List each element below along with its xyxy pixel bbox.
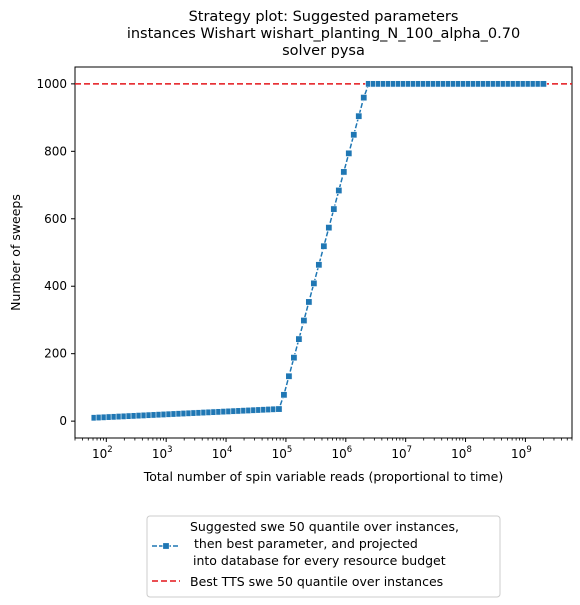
x-tick-label: 109 xyxy=(511,445,532,461)
plot-area xyxy=(74,66,573,439)
series-point xyxy=(310,279,318,287)
series-point xyxy=(340,168,348,176)
series-point xyxy=(360,94,368,102)
x-tick-label: 104 xyxy=(212,445,233,461)
series-point xyxy=(330,205,338,213)
legend-marker-series xyxy=(162,542,170,550)
y-axis: 0 200 400 600 800 1000 xyxy=(36,77,75,428)
chart-title-line: solver pysa xyxy=(282,43,365,59)
suggested-series-line xyxy=(94,83,544,419)
series-point xyxy=(345,149,353,157)
chart-title-line: Strategy plot: Suggested parameters xyxy=(189,9,459,25)
series-point xyxy=(320,242,328,250)
series-point xyxy=(315,261,323,269)
y-tick-label: 400 xyxy=(44,279,67,293)
series-point xyxy=(290,354,298,362)
series-point xyxy=(295,335,303,343)
legend-label-series: Suggested swe 50 quantile over instances… xyxy=(190,519,459,534)
y-tick-label: 1000 xyxy=(36,77,67,91)
y-tick-label: 0 xyxy=(59,414,67,428)
chart-title: Strategy plot: Suggested parametersinsta… xyxy=(127,9,520,59)
legend-label-best-tts: Best TTS swe 50 quantile over instances xyxy=(190,574,443,589)
y-tick-label: 200 xyxy=(44,347,67,361)
chart-title-line: instances Wishart wishart_planting_N_100… xyxy=(127,26,520,42)
series-point xyxy=(350,131,358,139)
legend: Suggested swe 50 quantile over instances… xyxy=(146,515,501,598)
x-tick-label: 108 xyxy=(451,445,472,461)
series-point xyxy=(355,112,363,120)
series-point xyxy=(325,224,333,232)
y-tick-label: 800 xyxy=(44,144,67,158)
legend-box xyxy=(146,515,501,598)
y-tick-label: 600 xyxy=(44,212,67,226)
x-tick-label: 107 xyxy=(391,445,412,461)
series-point xyxy=(305,298,313,306)
series-point xyxy=(280,391,288,399)
y-axis-label: Number of sweeps xyxy=(8,194,23,311)
x-tick-label: 102 xyxy=(92,445,113,461)
x-tick-label: 106 xyxy=(331,445,352,461)
series-point xyxy=(300,317,308,325)
legend-label-series: then best parameter, and projected xyxy=(194,536,418,551)
x-axis-label: Total number of spin variable reads (pro… xyxy=(143,469,504,484)
series-point xyxy=(275,405,283,413)
series-point xyxy=(285,372,293,380)
series-point xyxy=(335,186,343,194)
series-layer xyxy=(90,80,547,422)
legend-label-series: into database for every resource budget xyxy=(193,553,446,568)
x-axis: 102 103 104 105 106 107 108 109 xyxy=(74,438,573,461)
x-tick-label: 105 xyxy=(272,445,293,461)
series-point xyxy=(539,80,547,88)
x-tick-label: 103 xyxy=(152,445,173,461)
